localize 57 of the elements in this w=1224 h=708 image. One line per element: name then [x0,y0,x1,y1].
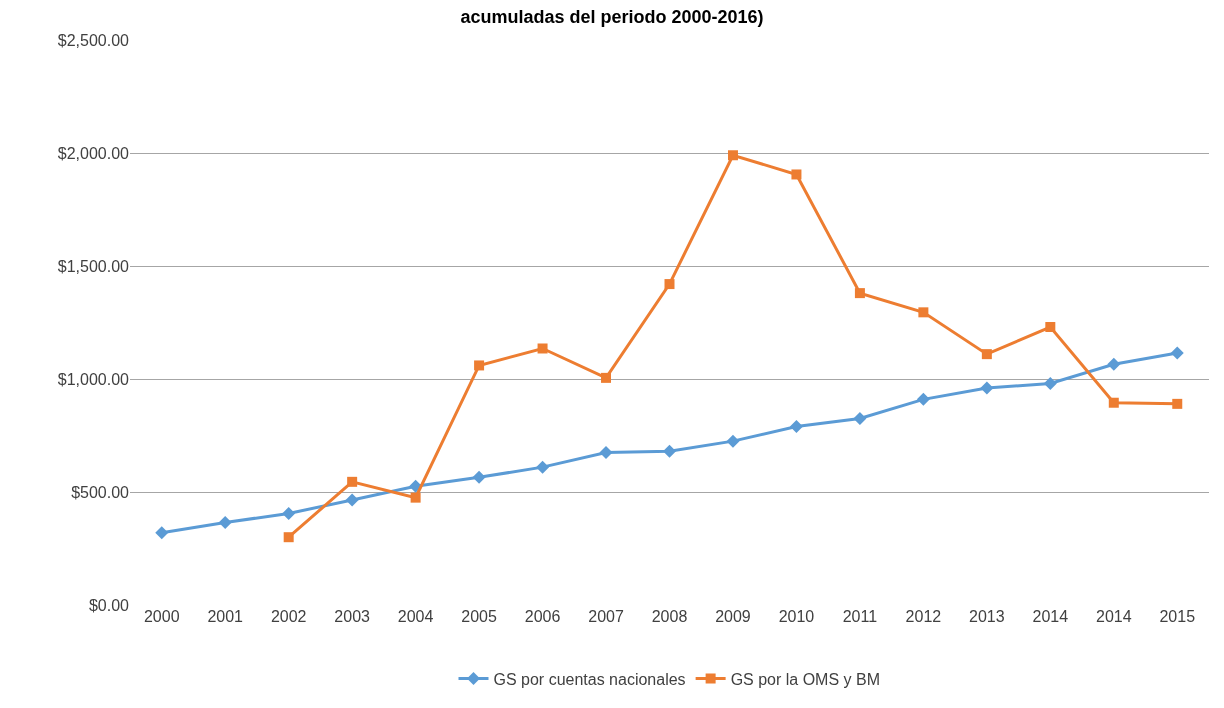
point [981,349,992,360]
y-tick-label: $2,500.00 [57,31,130,49]
x-tick-label: 2007 [588,608,624,625]
point [345,493,359,507]
point [854,288,865,299]
point [918,307,929,318]
y-tick-label: $0.00 [88,596,130,614]
point [1107,357,1121,371]
point [1170,346,1184,360]
point [347,476,358,487]
point [791,169,802,180]
x-tick-label: 2012 [905,608,942,625]
point [789,419,803,433]
x-tick-label: 2004 [397,608,434,625]
y-tick-label: $1,500.00 [57,257,130,275]
point [474,360,485,371]
point [664,279,675,290]
chart-title: acumuladas del periodo 2000-2016) [460,7,764,28]
x-tick-label: 2000 [143,608,180,625]
point [599,445,613,459]
x-tick-label: 2002 [270,608,307,625]
x-tick-label: 2008 [651,608,688,625]
point [410,492,421,503]
point [1108,397,1119,408]
point [283,532,294,543]
y-tick-label: $2,000.00 [57,144,130,162]
point [155,526,169,540]
point [980,381,994,395]
x-tick-label: 2014 [1032,608,1069,625]
point [663,444,676,458]
point [1172,398,1183,409]
x-tick-label: 2005 [461,608,497,625]
y-tick-label: $500.00 [71,483,130,501]
point [1043,377,1057,391]
point [853,412,867,426]
point [601,372,612,383]
x-tick-label: 2006 [524,608,561,625]
legend-label: GS por la OMS y BM [730,670,880,688]
x-tick-label: 2015 [1159,608,1196,625]
legend-label: GS por cuentas nacionales [493,670,686,688]
x-tick-label: 2011 [842,608,878,625]
x-tick-label: 2013 [969,608,1005,625]
point [536,460,550,474]
point [727,150,738,161]
point [472,470,486,484]
point [916,392,930,406]
x-tick-label: 2009 [715,608,751,625]
x-tick-label: 2010 [778,608,815,625]
x-tick-label: 2001 [207,608,244,625]
point [282,506,296,520]
point [726,434,740,448]
point [537,343,548,354]
point [1045,322,1056,333]
point [218,516,232,530]
x-tick-label: 2003 [334,608,371,625]
x-tick-label: 2014 [1095,608,1132,625]
y-tick-label: $1,000.00 [57,370,130,388]
